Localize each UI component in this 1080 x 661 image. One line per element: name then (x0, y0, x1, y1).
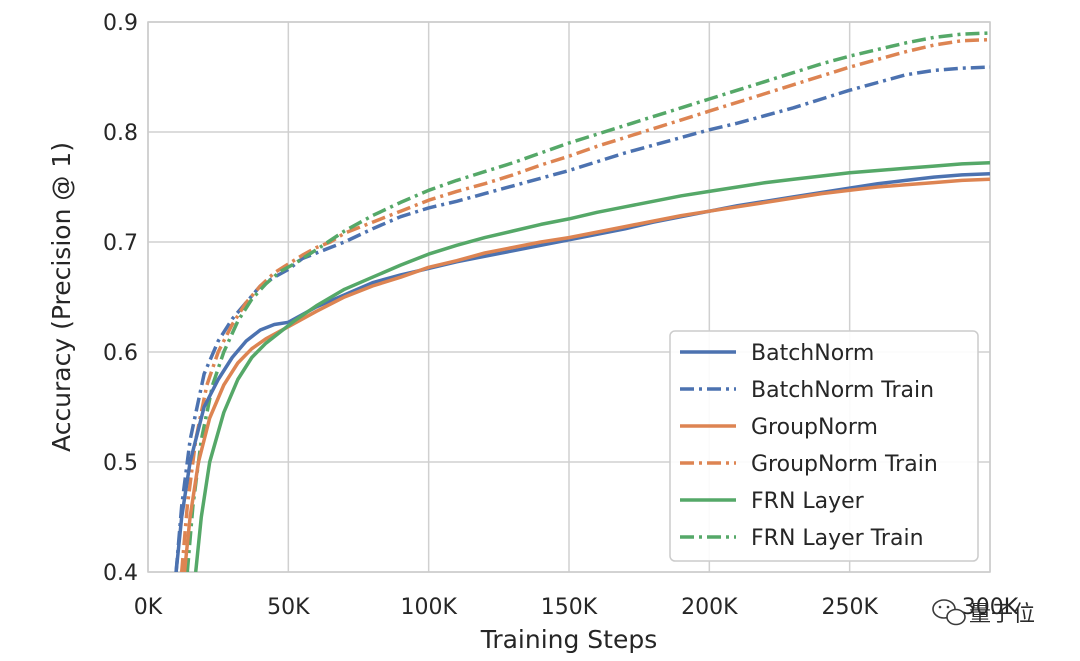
legend-label: GroupNorm (751, 415, 878, 440)
x-tick-labels: 0K 50K 100K 150K 200K 250K 300K (134, 595, 1019, 620)
y-tick-label: 0.6 (103, 341, 138, 366)
x-tick-label: 300K (962, 595, 1019, 620)
wechat-icon (932, 599, 966, 626)
x-tick-label: 100K (400, 595, 457, 620)
x-tick-label: 50K (267, 595, 310, 620)
legend-label: FRN Layer (751, 489, 865, 514)
y-tick-label: 0.7 (103, 231, 138, 256)
x-tick-label: 150K (541, 595, 598, 620)
legend-box (669, 330, 979, 562)
x-axis-label: Training Steps (480, 625, 658, 654)
y-tick-label: 0.8 (103, 121, 138, 146)
series-line-groupnorm (182, 177, 990, 572)
series-line-frn-layer (193, 161, 990, 572)
series-layer (174, 31, 990, 572)
legend-label: FRN Layer Train (751, 526, 924, 551)
plot-frame (147, 21, 991, 573)
watermark-text: 量子位 (969, 602, 1035, 627)
x-tick-label: 0K (134, 595, 163, 620)
x-tick-label: 250K (821, 595, 878, 620)
legend-label: BatchNorm Train (751, 378, 934, 403)
series-line-frn-layer-train (185, 31, 990, 572)
y-tick-label: 0.9 (103, 11, 138, 36)
legend-label: BatchNorm (751, 341, 874, 366)
legend-label: GroupNorm Train (751, 452, 938, 477)
y-tick-labels: 0.4 0.5 0.6 0.7 0.8 0.9 (103, 11, 138, 586)
legend: BatchNorm BatchNorm Train GroupNorm GroupNo… (669, 330, 979, 562)
y-axis-label: Accuracy (Precision @ 1) (47, 142, 76, 452)
y-tick-label: 0.5 (103, 451, 138, 476)
x-tick-label: 200K (681, 595, 738, 620)
watermark: 量子位 (932, 599, 1035, 627)
y-tick-label: 0.4 (103, 561, 138, 586)
series-line-groupnorm-train (179, 37, 990, 572)
